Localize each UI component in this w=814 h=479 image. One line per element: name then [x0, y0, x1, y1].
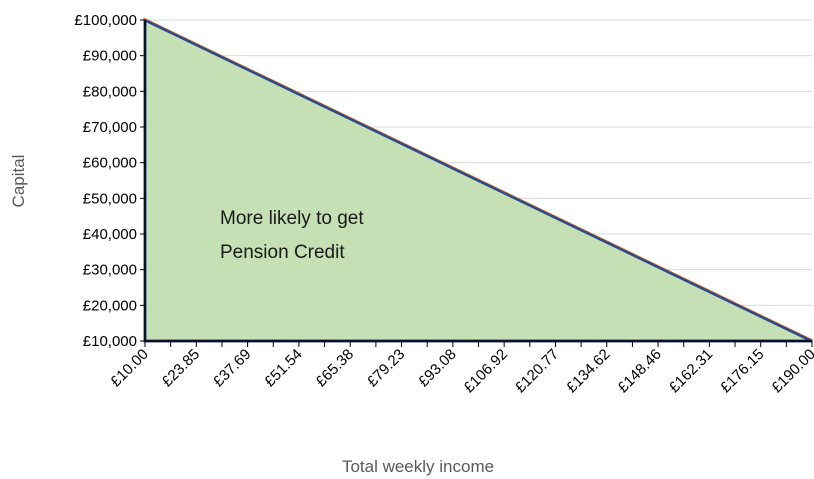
- x-tick-label: £162.31: [666, 346, 716, 396]
- y-tick-label: £60,000: [83, 155, 137, 172]
- x-tick-label: £23.85: [159, 346, 203, 390]
- annotation: More likely to get Pension Credit: [220, 208, 369, 263]
- x-tick-label: £79.23: [364, 346, 408, 390]
- x-tick-label: £65.38: [313, 346, 357, 390]
- x-tick-label: £51.54: [261, 346, 305, 390]
- x-tick-label: £148.46: [615, 346, 665, 396]
- y-tick-label: £30,000: [83, 262, 137, 279]
- series-line: [144, 19, 813, 342]
- x-tick-label: £106.92: [461, 346, 511, 396]
- x-tick-label: £134.62: [563, 346, 613, 396]
- line-layer: [143, 17, 813, 342]
- x-tick-label: £120.77: [512, 346, 562, 396]
- y-tick-label: £10,000: [83, 333, 137, 350]
- x-tick-label: £190.00: [768, 346, 814, 396]
- x-tick-labels: £10.00 £23.85 £37.69 £51.54 £65.38 £79.23 £93.…: [107, 346, 814, 396]
- x-tick-label: £37.69: [210, 346, 254, 390]
- y-tick-label: £100,000: [74, 12, 137, 29]
- x-tick-label: £176.15: [717, 346, 767, 396]
- y-tick-label: £90,000: [83, 48, 137, 65]
- x-tick-label: £93.08: [415, 346, 459, 390]
- y-tick-label: £40,000: [83, 226, 137, 243]
- annotation-line-1: More likely to get: [220, 208, 364, 229]
- y-tick-label: £70,000: [83, 119, 137, 136]
- y-tick-label: £50,000: [83, 190, 137, 207]
- y-tick-labels: £10,000 £20,000 £30,000 £40,000 £50,000 £60,0…: [74, 12, 137, 350]
- annotation-line-2: Pension Credit: [220, 242, 345, 263]
- x-tick-label: £10.00: [107, 346, 151, 390]
- axes: [140, 19, 813, 347]
- y-tick-label: £80,000: [83, 83, 137, 100]
- y-axis-title: Capital: [9, 155, 28, 208]
- x-axis-title: Total weekly income: [342, 457, 494, 476]
- y-tick-label: £20,000: [83, 297, 137, 314]
